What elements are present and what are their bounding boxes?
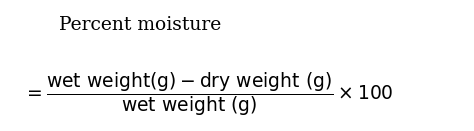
Text: $= \dfrac{\mathrm{wet\ weight(g) - dry\ weight\ (g)}}{\mathrm{wet\ weight\ (g)}}: $= \dfrac{\mathrm{wet\ weight(g) - dry\ …: [23, 70, 394, 118]
Text: Percent moisture: Percent moisture: [59, 16, 221, 34]
